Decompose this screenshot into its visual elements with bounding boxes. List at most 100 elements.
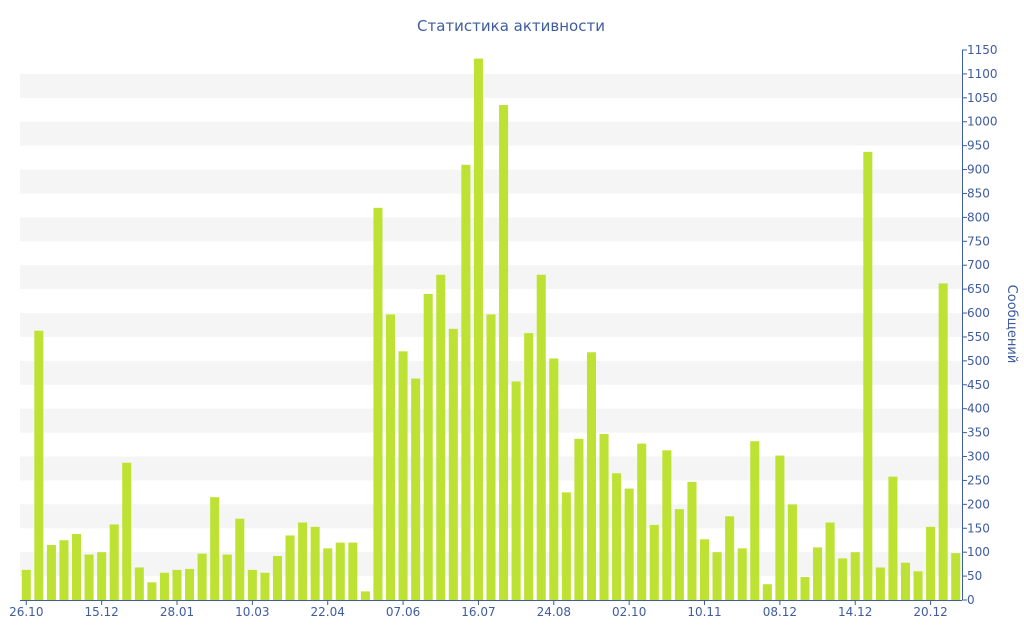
bar xyxy=(599,434,609,600)
bar xyxy=(787,504,797,600)
bar xyxy=(926,526,936,600)
bar xyxy=(147,582,157,600)
y-tick-label: 200 xyxy=(967,497,990,511)
bar xyxy=(97,552,107,600)
bar xyxy=(838,558,848,600)
bar xyxy=(888,476,898,600)
y-tick-label: 100 xyxy=(967,545,990,559)
bar xyxy=(122,462,132,600)
x-axis: 26.10 15.12 28.01 10.03 22.04 07.06 16.07 24.08… xyxy=(9,600,962,619)
y-tick-label: 350 xyxy=(967,426,990,440)
bar xyxy=(900,562,911,600)
bar xyxy=(323,548,333,600)
bar xyxy=(762,584,772,600)
bar xyxy=(348,542,358,600)
bar xyxy=(712,552,722,600)
y-tick-label: 700 xyxy=(967,258,990,272)
bar xyxy=(461,164,471,601)
bar xyxy=(938,283,948,600)
y-tick-label: 150 xyxy=(967,521,990,535)
bar xyxy=(473,58,483,600)
grid-band xyxy=(20,217,962,242)
bar xyxy=(536,274,546,600)
bar xyxy=(159,572,169,600)
y-tick-label: 650 xyxy=(967,282,990,296)
y-tick-label: 50 xyxy=(967,569,982,583)
bar xyxy=(285,535,295,600)
grid-band xyxy=(20,169,962,194)
bar xyxy=(423,293,433,600)
bar xyxy=(210,497,220,600)
bar xyxy=(825,522,835,600)
x-tick-label: 10.03 xyxy=(235,605,269,619)
x-tick-label: 07.06 xyxy=(386,605,420,619)
bar xyxy=(800,577,810,600)
bar xyxy=(172,569,182,600)
x-tick-label: 24.08 xyxy=(537,605,571,619)
bar xyxy=(586,352,597,600)
bar xyxy=(247,569,257,600)
bar xyxy=(662,450,672,600)
bar xyxy=(360,591,370,600)
grid-band xyxy=(20,121,962,146)
y-tick-label: 450 xyxy=(967,378,990,392)
bar xyxy=(197,553,207,600)
y-tick-label: 0 xyxy=(967,593,975,607)
bar xyxy=(725,516,735,600)
bar xyxy=(84,554,94,600)
y-tick-label: 1100 xyxy=(967,67,998,81)
bar xyxy=(59,540,69,600)
x-tick-label: 28.01 xyxy=(160,605,194,619)
y-tick-label: 500 xyxy=(967,354,990,368)
x-tick-label: 10.11 xyxy=(687,605,721,619)
y-tick-label: 1000 xyxy=(967,115,998,129)
bar xyxy=(612,473,622,600)
x-tick-label: 22.04 xyxy=(311,605,345,619)
bar xyxy=(524,333,534,600)
y-tick-label: 250 xyxy=(967,473,990,487)
bar xyxy=(109,524,119,600)
bar xyxy=(951,553,961,600)
y-tick-label: 850 xyxy=(967,186,990,200)
y-tick-label: 1050 xyxy=(967,91,998,105)
x-tick-label: 02.10 xyxy=(612,605,646,619)
x-tick-label: 08.12 xyxy=(763,605,797,619)
bar xyxy=(335,542,345,600)
bar xyxy=(134,567,144,600)
bar xyxy=(549,358,559,600)
bar xyxy=(813,547,823,600)
bar xyxy=(398,351,408,600)
bar xyxy=(913,571,923,600)
bar xyxy=(637,443,647,600)
bar xyxy=(21,569,31,600)
y-tick-label: 300 xyxy=(967,450,990,464)
bars xyxy=(21,58,961,601)
bar xyxy=(222,554,232,600)
bar xyxy=(436,274,446,600)
bar xyxy=(260,572,270,600)
x-tick-label: 26.10 xyxy=(9,605,43,619)
bar xyxy=(272,556,283,600)
y-tick-label: 600 xyxy=(967,306,990,320)
bar xyxy=(875,567,885,600)
bar xyxy=(624,488,634,600)
x-tick-label: 15.12 xyxy=(84,605,118,619)
bar xyxy=(649,524,659,600)
bar xyxy=(448,328,458,600)
x-tick-label: 14.12 xyxy=(838,605,872,619)
bar xyxy=(499,105,509,600)
bar xyxy=(310,526,320,600)
y-tick-label: 750 xyxy=(967,234,990,248)
grid-band xyxy=(20,265,962,290)
x-tick-label: 16.07 xyxy=(461,605,495,619)
bar xyxy=(699,539,710,600)
bar xyxy=(46,545,56,600)
y-tick-label: 550 xyxy=(967,330,990,344)
y-tick-label: 400 xyxy=(967,402,990,416)
bar xyxy=(737,548,747,600)
bar xyxy=(750,441,760,600)
bar xyxy=(71,534,82,600)
chart-title: Статистика активности xyxy=(417,17,605,35)
